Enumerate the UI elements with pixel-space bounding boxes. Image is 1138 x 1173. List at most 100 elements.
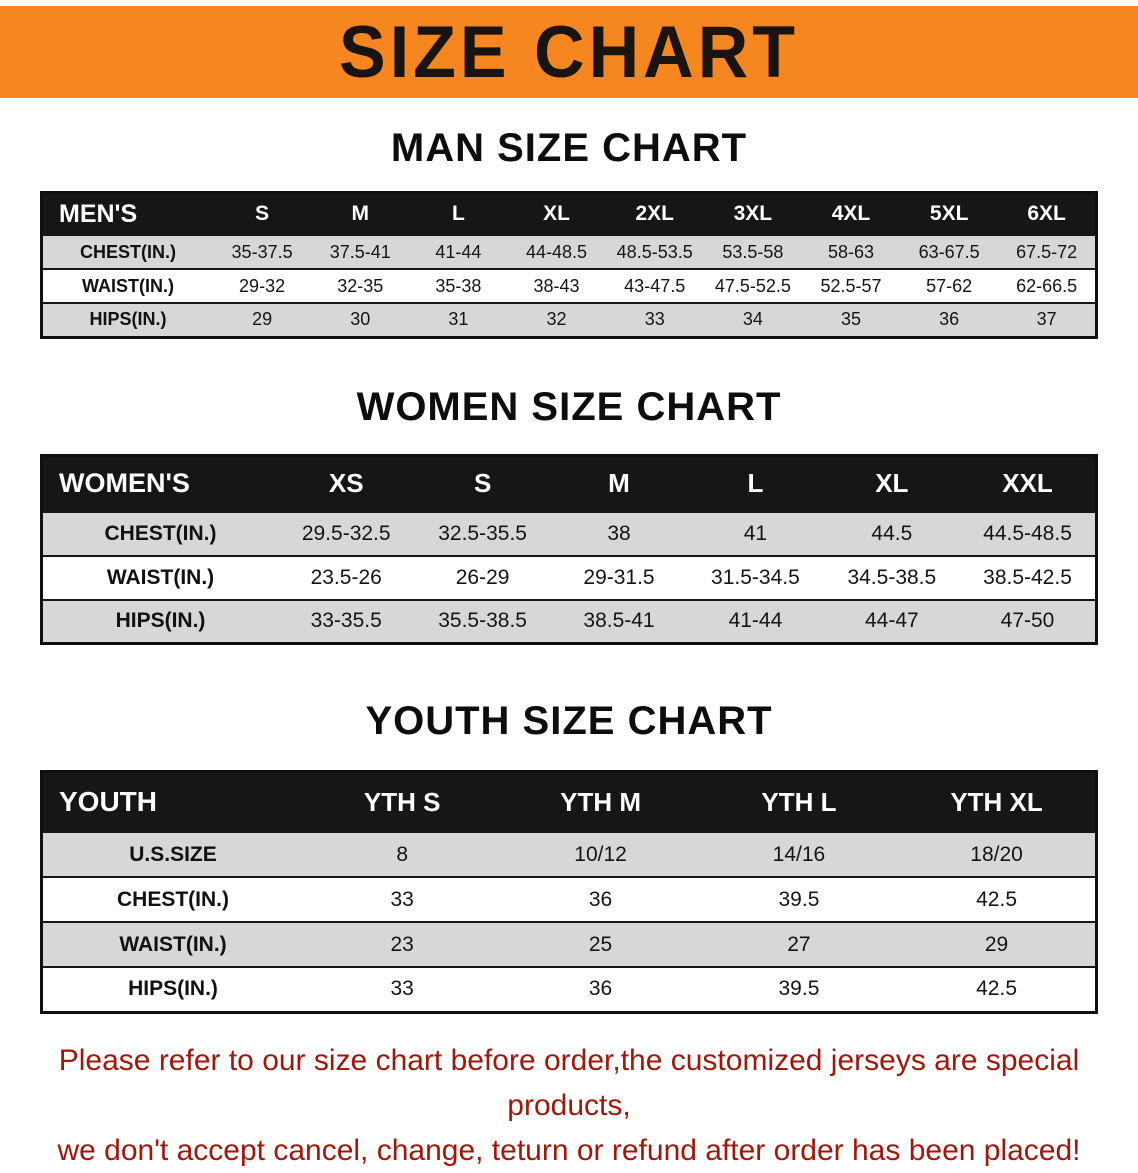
- women-size-column-header: M: [550, 455, 688, 512]
- youth-size-chart-heading: YOUTH SIZE CHART: [365, 699, 773, 743]
- youth-size-value-cell: 29: [984, 932, 1009, 956]
- banner: SIZE CHART: [0, 6, 1138, 98]
- men-table-header-row: MEN'S S M L XL 2XL 3XL 4XL 5XL 6XL: [41, 192, 1097, 235]
- youth-size-table: YOUTH YTH S YTH M YTH L YTH XL U.S.SIZE 8 10/1…: [40, 770, 1098, 1014]
- women-table-corner-label: WOMEN'S: [41, 455, 278, 512]
- man-size-chart-heading: MAN SIZE CHART: [390, 126, 748, 170]
- women-size-value-cell: 44.5: [871, 521, 913, 545]
- order-notice-line-2: we don't accept cancel, change, teturn o…: [57, 1133, 1081, 1167]
- men-size-value-cell: 53.5-58: [722, 241, 784, 262]
- men-size-value-cell: 38-43: [533, 275, 580, 296]
- women-size-value-cell: 32.5-35.5: [438, 521, 527, 545]
- men-size-value-cell: 58-63: [827, 241, 875, 262]
- women-table-row: CHEST(IN.) 29.5-32.5 32.5-35.5 38 41 44.5 44.5…: [41, 511, 1097, 556]
- men-size-column-header: L: [409, 192, 508, 235]
- men-size-value-cell: 62-66.5: [1016, 275, 1078, 296]
- men-size-value-cell: 35: [841, 309, 862, 330]
- women-size-value-cell: 35.5-38.5: [438, 609, 527, 633]
- men-size-value-cell: 43-47.5: [624, 275, 686, 296]
- women-table-row: HIPS(IN.) 33-35.5 35.5-38.5 38.5-41 41-44 44-…: [41, 599, 1097, 644]
- women-row-label: CHEST(IN.): [104, 521, 217, 545]
- women-size-value-cell: 38.5-41: [583, 609, 655, 633]
- men-size-column-header: M: [311, 192, 410, 235]
- youth-size-value-cell: 10/12: [574, 842, 627, 866]
- men-size-column-header: XL: [507, 192, 606, 235]
- youth-table-row: WAIST(IN.) 23 25 27 29: [41, 922, 1097, 967]
- men-size-value-cell: 35-37.5: [231, 241, 293, 262]
- men-size-column-header: S: [213, 192, 312, 235]
- men-size-value-cell: 41-44: [435, 241, 482, 262]
- women-table-row: WAIST(IN.) 23.5-26 26-29 29-31.5 31.5-34.5 34…: [41, 555, 1097, 600]
- youth-size-value-cell: 25: [588, 932, 613, 956]
- women-size-value-cell: 44.5-48.5: [983, 521, 1072, 545]
- youth-size-column-header: YTH M: [501, 771, 700, 832]
- women-size-value-cell: 44-47: [864, 609, 919, 633]
- youth-size-value-cell: 27: [787, 932, 811, 956]
- women-size-value-cell: 29.5-32.5: [301, 521, 391, 545]
- men-size-value-cell: 63-67.5: [918, 241, 980, 262]
- youth-table-corner-label: YOUTH: [41, 771, 303, 832]
- men-size-value-cell: 35-38: [435, 275, 482, 296]
- youth-size-value-cell: 8: [396, 842, 409, 866]
- size-chart-page: SIZE CHART MAN SIZE CHART MEN'S S M L XL 2XL 3…: [0, 6, 1138, 1173]
- men-size-value-cell: 32-35: [337, 275, 384, 296]
- women-size-value-cell: 33-35.5: [310, 609, 382, 633]
- women-size-column-header: XXL: [960, 455, 1097, 512]
- men-size-value-cell: 36: [939, 309, 960, 330]
- women-size-value-cell: 41-44: [728, 609, 783, 633]
- men-size-value-cell: 31: [448, 309, 469, 330]
- men-size-value-cell: 34: [742, 309, 763, 330]
- youth-table-row: U.S.SIZE 8 10/12 14/16 18/20: [41, 832, 1097, 877]
- men-size-column-header: 5XL: [900, 192, 999, 235]
- men-size-column-header: 6XL: [998, 192, 1097, 235]
- youth-table-row: HIPS(IN.) 33 36 39.5 42.5: [41, 967, 1097, 1012]
- order-notice-line-1: Please refer to our size chart before or…: [58, 1043, 1080, 1122]
- men-size-value-cell: 57-62: [926, 275, 973, 296]
- youth-table-header-row: YOUTH YTH S YTH M YTH L YTH XL: [41, 771, 1097, 832]
- youth-size-value-cell: 39.5: [778, 887, 820, 911]
- men-size-column-header: 3XL: [703, 192, 802, 235]
- youth-row-label: CHEST(IN.): [117, 887, 229, 911]
- women-size-value-cell: 31.5-34.5: [711, 565, 800, 589]
- women-table-header-row: WOMEN'S XS S M L XL XXL: [41, 455, 1097, 512]
- youth-size-value-cell: 33: [390, 887, 414, 911]
- women-size-value-cell: 23.5-26: [310, 565, 382, 589]
- men-size-value-cell: 29: [252, 309, 273, 330]
- men-size-value-cell: 67.5-72: [1016, 241, 1078, 262]
- men-size-value-cell: 47.5-52.5: [714, 275, 791, 296]
- youth-row-label: HIPS(IN.): [128, 977, 218, 1001]
- men-size-value-cell: 48.5-53.5: [616, 241, 693, 262]
- women-size-chart-heading: WOMEN SIZE CHART: [356, 384, 782, 429]
- youth-row-label: WAIST(IN.): [119, 932, 227, 956]
- men-size-value-cell: 33: [644, 309, 665, 330]
- women-row-label: WAIST(IN.): [106, 565, 215, 589]
- men-row-label: CHEST(IN.): [80, 241, 176, 262]
- women-size-value-cell: 34.5-38.5: [847, 565, 937, 589]
- youth-size-value-cell: 42.5: [976, 977, 1017, 1001]
- women-row-label: HIPS(IN.): [115, 609, 206, 633]
- men-size-value-cell: 30: [350, 309, 371, 330]
- women-size-column-header: L: [687, 455, 824, 512]
- youth-size-value-cell: 14/16: [772, 842, 826, 866]
- women-size-table: WOMEN'S XS S M L XL XXL CHEST(IN.) 29.5-32.5 32.…: [40, 453, 1098, 645]
- women-size-value-cell: 41: [743, 521, 768, 545]
- youth-size-value-cell: 36: [588, 887, 613, 911]
- women-size-column-header: XL: [823, 455, 961, 512]
- women-size-value-cell: 38: [607, 521, 631, 545]
- men-row-label: WAIST(IN.): [82, 275, 174, 296]
- men-table-row: CHEST(IN.) 35-37.5 37.5-41 41-44 44-48.5 48.5…: [41, 235, 1097, 269]
- youth-row-label: U.S.SIZE: [129, 842, 217, 866]
- men-table-row: HIPS(IN.) 29 30 31 32 33 34 35 36 37: [41, 303, 1097, 337]
- men-size-value-cell: 52.5-57: [820, 275, 882, 296]
- youth-size-value-cell: 36: [588, 977, 613, 1001]
- women-size-column-header: XS: [278, 455, 415, 512]
- youth-size-value-cell: 39.5: [778, 977, 820, 1001]
- men-size-value-cell: 37.5-41: [329, 241, 391, 262]
- youth-table-row: CHEST(IN.) 33 36 39.5 42.5: [41, 877, 1097, 922]
- men-size-column-header: 2XL: [605, 192, 704, 235]
- men-table-row: WAIST(IN.) 29-32 32-35 35-38 38-43 43-47.5 47.…: [41, 269, 1097, 303]
- order-notice: Please refer to our size chart before or…: [0, 1038, 1138, 1173]
- women-size-value-cell: 26-29: [455, 565, 510, 589]
- women-size-value-cell: 29-31.5: [583, 565, 655, 589]
- women-size-column-header: S: [414, 455, 551, 512]
